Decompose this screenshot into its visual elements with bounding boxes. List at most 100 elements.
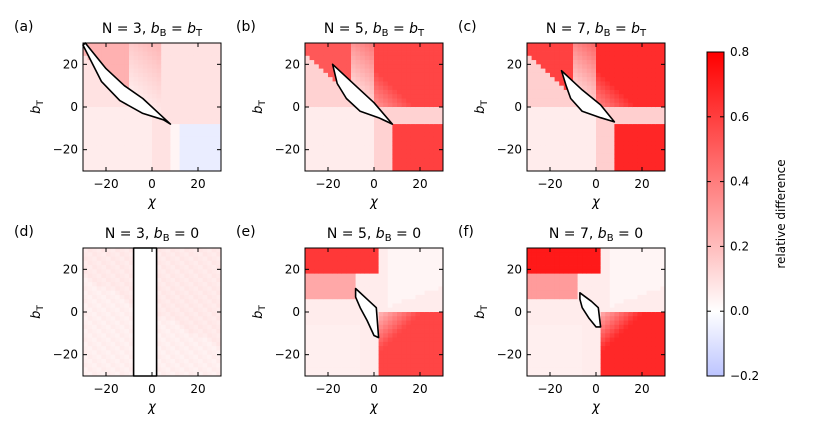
heatmap-cell [401,333,407,338]
heatmap-cell [586,85,592,91]
heatmap-cell [346,363,352,368]
heatmap-cell [156,124,162,129]
heatmap-cell [360,166,366,172]
heatmap-cell [420,316,425,321]
heatmap-cell [397,265,402,270]
heatmap-cell [346,136,352,142]
heatmap-cell [406,260,412,266]
heatmap-cell [563,256,569,262]
heatmap-cell [433,132,439,138]
heatmap-cell [188,307,194,313]
heatmap-cell [184,124,190,129]
heatmap-cell [346,107,352,112]
heatmap-cell [397,132,402,138]
heatmap-cell [527,98,532,104]
heatmap-cell [119,51,125,57]
heatmap-cell [660,77,666,82]
heatmap-cell [124,145,130,151]
heatmap-cell [341,367,347,373]
heatmap-cell [563,128,569,133]
heatmap-cell [179,290,185,296]
heatmap-cell [545,354,551,360]
heatmap-cell [415,252,421,257]
heatmap-cell [355,141,361,146]
heatmap-cell [360,158,366,163]
heatmap-cell [314,277,320,283]
heatmap-cell [401,47,407,52]
heatmap-cell [531,303,537,309]
heatmap-cell [305,286,310,292]
heatmap-cell [369,124,375,129]
heatmap-cell [341,346,347,351]
heatmap-cell [401,312,407,317]
panel-label: (d) [14,224,34,240]
heatmap-cell [406,77,412,82]
heatmap-cell [115,72,121,78]
heatmap-cell [609,141,615,146]
heatmap-cell [406,346,412,351]
heatmap-cell [438,124,444,129]
heatmap-cell [545,337,551,343]
heatmap-cell [420,333,425,338]
heatmap-cell [540,260,546,266]
heatmap-cell [318,64,324,69]
heatmap-cell [188,277,194,283]
heatmap-cell [397,89,402,95]
heatmap-cell [438,51,444,57]
heatmap-cell [92,341,98,347]
heatmap-cell [170,299,176,304]
heatmap-cell [314,98,320,104]
heatmap-cell [188,85,194,91]
heatmap-cell [438,350,444,356]
heatmap-cell [369,248,375,253]
x-tick-label: 0 [148,382,156,396]
heatmap-cell [207,68,213,74]
heatmap-cell [410,107,416,112]
heatmap-cell [392,341,398,347]
heatmap-cell [216,248,222,253]
heatmap-cell [531,153,537,159]
heatmap-cell [550,153,555,159]
heatmap-cell [179,51,185,57]
heatmap-cell [165,248,171,253]
heatmap-cell [355,64,361,69]
heatmap-cell [378,346,384,351]
heatmap-cell [660,145,666,151]
heatmap-cell [554,124,560,129]
heatmap-cell [152,132,157,138]
heatmap-cell [179,111,185,116]
heatmap-cell [211,166,217,172]
heatmap-cell [341,294,347,300]
heatmap-cell [600,166,606,172]
heatmap-cell [341,363,347,368]
heatmap-cell [364,265,370,270]
heatmap-cell [188,60,194,65]
heatmap-cell [129,363,134,368]
heatmap-cell [415,337,421,343]
heatmap-cell [586,51,592,57]
heatmap-cell [328,303,333,309]
heatmap-cell [623,89,629,95]
heatmap-cell [433,94,439,99]
heatmap-cell [355,307,361,313]
heatmap-cell [179,60,185,65]
heatmap-cell [110,166,116,172]
heatmap-cell [179,273,185,279]
heatmap-cell [364,81,370,87]
heatmap-cell [211,265,217,270]
heatmap-cell [577,329,583,334]
heatmap-cell [96,303,102,309]
heatmap-cell [87,85,93,91]
heatmap-cell [184,145,190,151]
heatmap-cell [124,107,130,112]
heatmap-cell [424,269,430,274]
heatmap-cell [383,132,389,138]
heatmap-cell [328,299,333,304]
heatmap-cell [374,166,379,172]
heatmap-cell [341,43,347,48]
heatmap-cell [642,89,647,95]
heatmap-cell [142,68,148,74]
heatmap-cell [655,102,661,108]
